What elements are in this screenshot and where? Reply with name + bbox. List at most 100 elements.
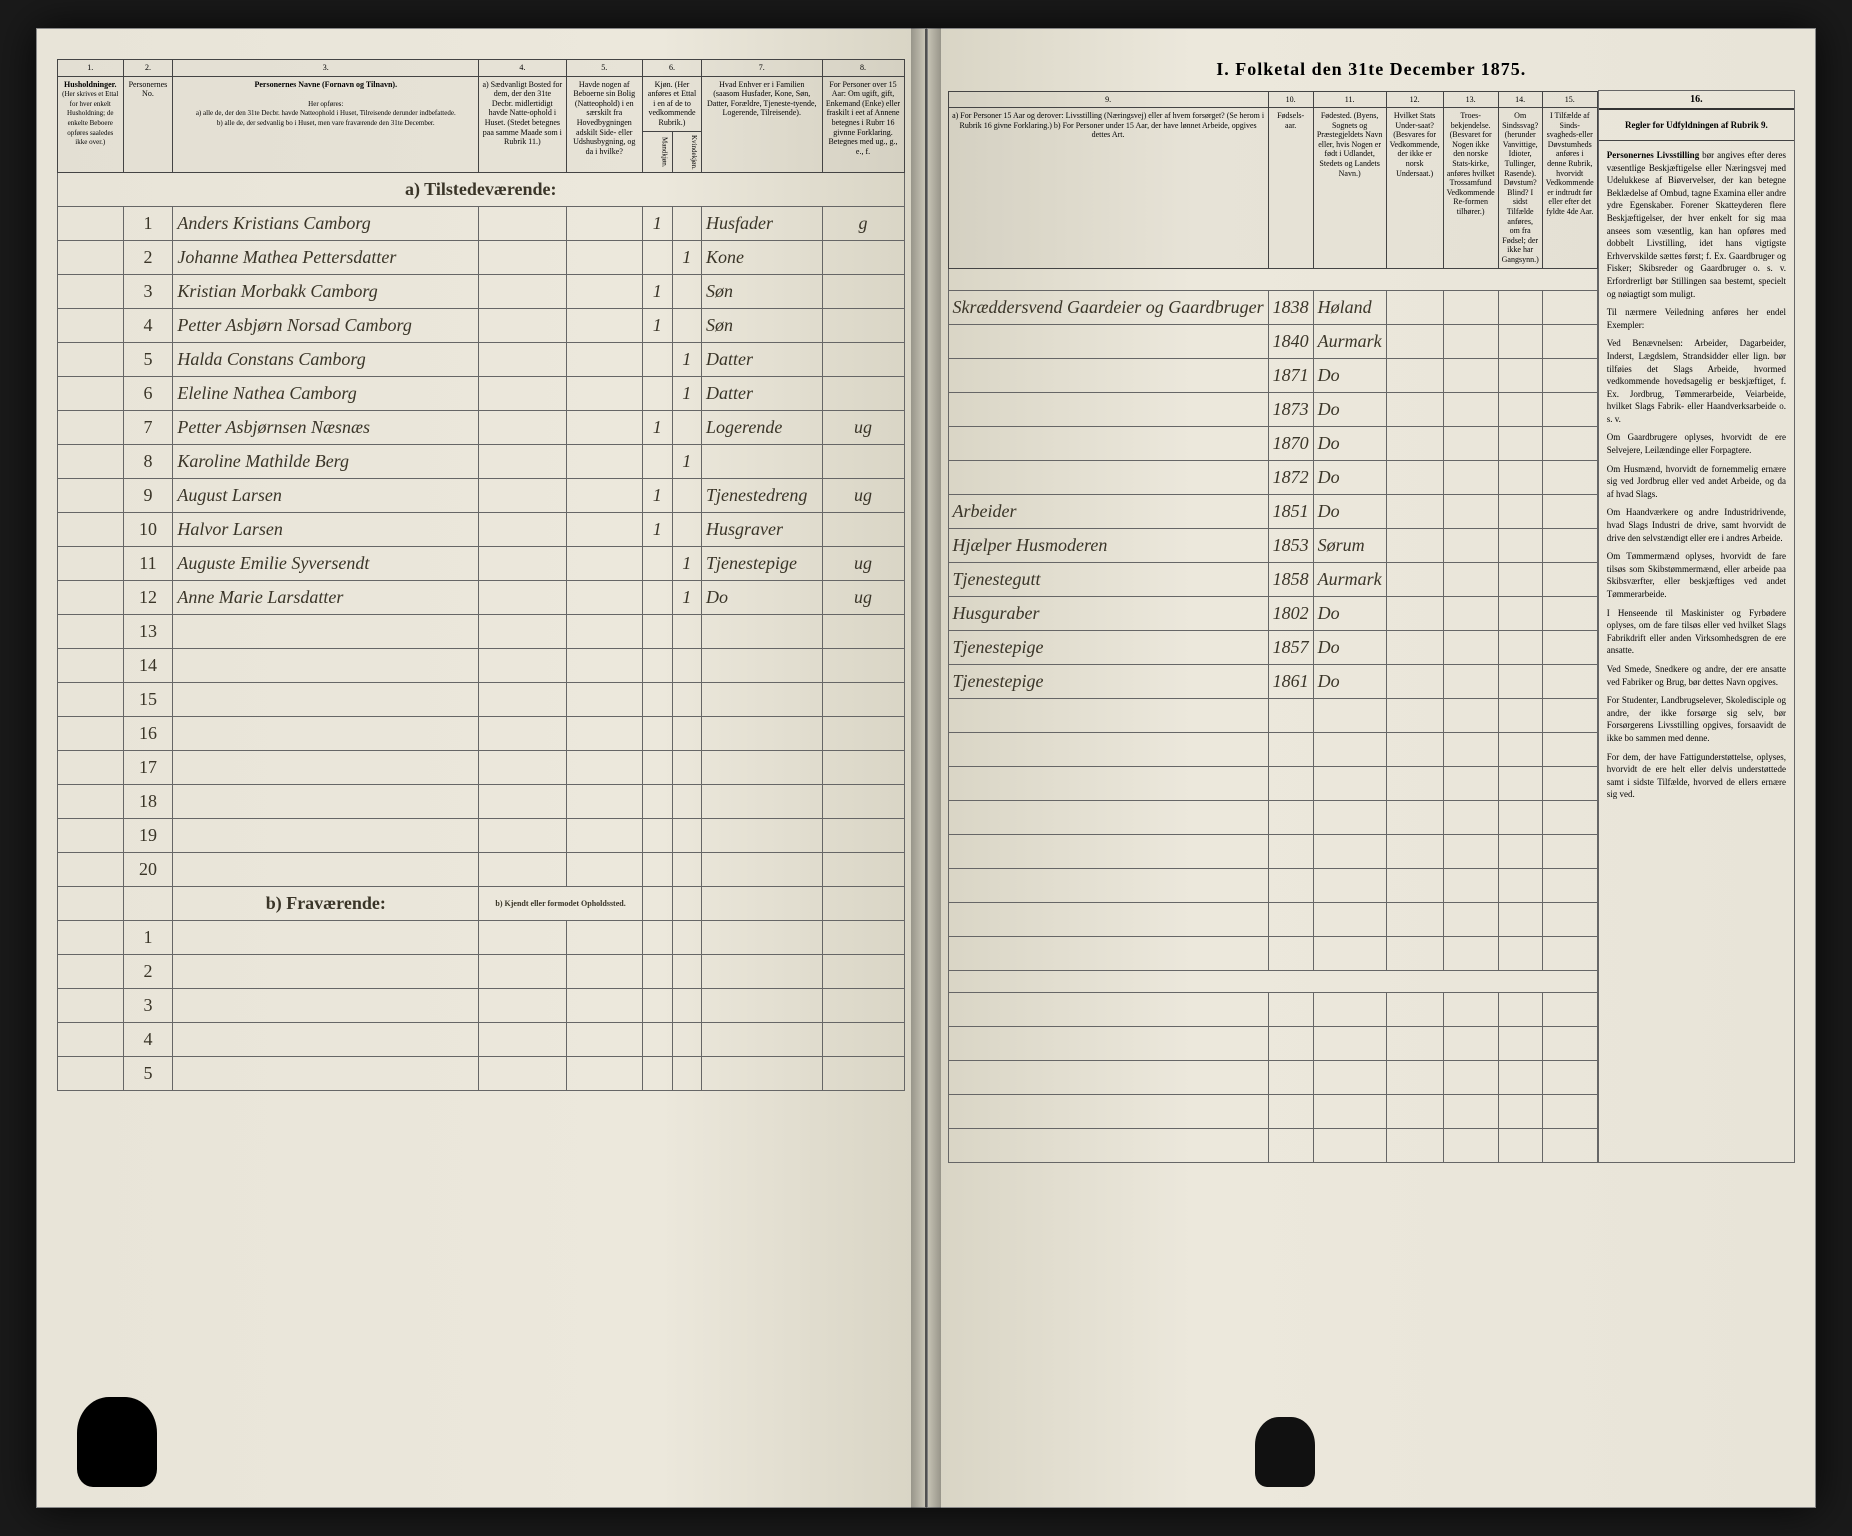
marital-cell: ug bbox=[822, 479, 904, 513]
sex-m: 1 bbox=[642, 479, 672, 513]
occupation-cell: Hjælper Husmoderen bbox=[948, 528, 1268, 562]
c13 bbox=[1443, 596, 1498, 630]
c14 bbox=[1498, 562, 1542, 596]
hh-cell bbox=[58, 241, 124, 275]
h3: Personernes Navne (Fornavn og Tilnavn).H… bbox=[173, 76, 479, 173]
c15 bbox=[1542, 460, 1597, 494]
bosted-cell bbox=[479, 581, 566, 615]
table-row: Tjenestepige1857Do bbox=[948, 630, 1597, 664]
bolig-cell bbox=[566, 445, 642, 479]
relation-cell: Do bbox=[702, 581, 822, 615]
name-cell: Kristian Morbakk Camborg bbox=[173, 275, 479, 309]
relation-cell: Husfader bbox=[702, 207, 822, 241]
relation-cell: Søn bbox=[702, 275, 822, 309]
relation-cell: Husgraver bbox=[702, 513, 822, 547]
birthplace-cell: Do bbox=[1313, 392, 1386, 426]
marital-cell bbox=[822, 343, 904, 377]
c14 bbox=[1498, 324, 1542, 358]
col2-num: 2. bbox=[123, 60, 173, 77]
c14 bbox=[1498, 290, 1542, 324]
instruction-para: I Henseende til Maskinister og Fyrbødere… bbox=[1607, 607, 1786, 657]
occupation-cell bbox=[948, 358, 1268, 392]
row-num: 12 bbox=[123, 581, 173, 615]
year-cell: 1873 bbox=[1268, 392, 1313, 426]
hh-cell bbox=[58, 513, 124, 547]
h7: Hvad Enhver er i Familien (saasom Husfad… bbox=[702, 76, 822, 173]
col10-num: 10. bbox=[1268, 91, 1313, 108]
col6-num: 6. bbox=[642, 60, 701, 77]
bolig-cell bbox=[566, 547, 642, 581]
relation-cell: Datter bbox=[702, 343, 822, 377]
c13 bbox=[1443, 392, 1498, 426]
absent-row bbox=[948, 992, 1597, 1026]
row-num: 5 bbox=[123, 343, 173, 377]
name-cell: Halvor Larsen bbox=[173, 513, 479, 547]
hh-cell bbox=[58, 377, 124, 411]
absent-row bbox=[948, 1094, 1597, 1128]
occupation-cell bbox=[948, 426, 1268, 460]
row-num: 3 bbox=[123, 275, 173, 309]
c12 bbox=[1386, 562, 1443, 596]
sex-f bbox=[672, 479, 702, 513]
c15 bbox=[1542, 562, 1597, 596]
absent-row: 3 bbox=[58, 989, 905, 1023]
table-row: Husguraber1802Do bbox=[948, 596, 1597, 630]
bolig-cell bbox=[566, 343, 642, 377]
absent-row: 5 bbox=[58, 1057, 905, 1091]
bosted-cell bbox=[479, 241, 566, 275]
sex-f: 1 bbox=[672, 547, 702, 581]
sex-f bbox=[672, 309, 702, 343]
table-row: 4Petter Asbjørn Norsad Camborg1Søn bbox=[58, 309, 905, 343]
name-cell: Anne Marie Larsdatter bbox=[173, 581, 479, 615]
row-num: 4 bbox=[123, 309, 173, 343]
c15 bbox=[1542, 528, 1597, 562]
sex-m bbox=[642, 343, 672, 377]
table-row: Skræddersvend Gaardeier og Gaardbruger18… bbox=[948, 290, 1597, 324]
sex-m: 1 bbox=[642, 513, 672, 547]
c14 bbox=[1498, 630, 1542, 664]
spacer2 bbox=[948, 970, 1597, 992]
occupation-cell: Arbeider bbox=[948, 494, 1268, 528]
marital-cell bbox=[822, 513, 904, 547]
absent-row bbox=[948, 1026, 1597, 1060]
c13 bbox=[1443, 426, 1498, 460]
occupation-cell: Tjenestegutt bbox=[948, 562, 1268, 596]
c12 bbox=[1386, 358, 1443, 392]
hh-cell bbox=[58, 207, 124, 241]
empty-row: 18 bbox=[58, 785, 905, 819]
instruction-para: Til nærmere Veiledning anføres her endel… bbox=[1607, 306, 1786, 331]
h6b: Kvindekjøn. bbox=[672, 131, 702, 173]
year-cell: 1872 bbox=[1268, 460, 1313, 494]
year-cell: 1857 bbox=[1268, 630, 1313, 664]
name-cell: Eleline Nathea Camborg bbox=[173, 377, 479, 411]
empty-row: 16 bbox=[58, 717, 905, 751]
empty-row bbox=[948, 732, 1597, 766]
empty-row: 19 bbox=[58, 819, 905, 853]
year-cell: 1838 bbox=[1268, 290, 1313, 324]
marital-cell bbox=[822, 241, 904, 275]
instruction-para: Ved Smede, Snedkere og andre, der ere an… bbox=[1607, 663, 1786, 688]
c12 bbox=[1386, 426, 1443, 460]
year-cell: 1802 bbox=[1268, 596, 1313, 630]
marital-cell: g bbox=[822, 207, 904, 241]
table-row: 9August Larsen1Tjenestedrengug bbox=[58, 479, 905, 513]
table-row: 10Halvor Larsen1Husgraver bbox=[58, 513, 905, 547]
relation-cell: Kone bbox=[702, 241, 822, 275]
col11-num: 11. bbox=[1313, 91, 1386, 108]
instruction-para: For Studenter, Landbrugselever, Skoledis… bbox=[1607, 694, 1786, 744]
instruction-para: For dem, der have Fattigunderstøttelse, … bbox=[1607, 751, 1786, 801]
occupation-cell: Skræddersvend Gaardeier og Gaardbruger bbox=[948, 290, 1268, 324]
bolig-cell bbox=[566, 207, 642, 241]
sex-f bbox=[672, 275, 702, 309]
empty-row: 15 bbox=[58, 683, 905, 717]
occupation-cell bbox=[948, 460, 1268, 494]
c13 bbox=[1443, 664, 1498, 698]
absent-label: b) Fraværende: bbox=[173, 887, 479, 921]
occupation-cell bbox=[948, 324, 1268, 358]
bolig-cell bbox=[566, 275, 642, 309]
relation-cell: Søn bbox=[702, 309, 822, 343]
h11: Fødested. (Byens, Sognets og Præstegjeld… bbox=[1313, 108, 1386, 269]
absent-row: 4 bbox=[58, 1023, 905, 1057]
table-row: Tjenestepige1861Do bbox=[948, 664, 1597, 698]
right-outer-table: 9. 10. 11. 12. 13. 14. 15. a) For Person… bbox=[948, 90, 1796, 1163]
